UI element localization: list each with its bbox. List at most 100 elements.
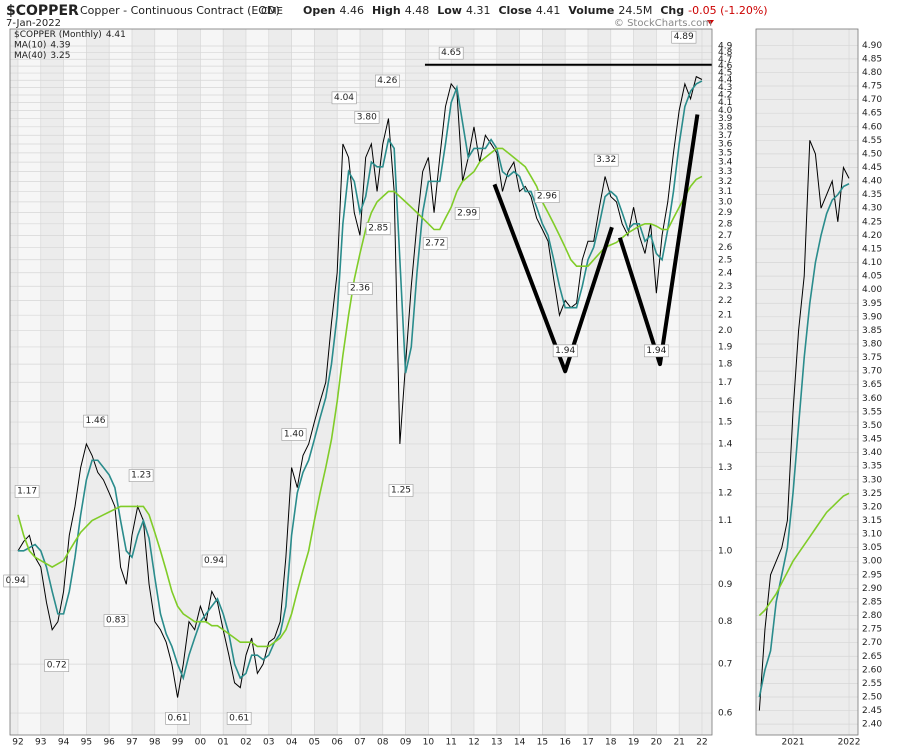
- x-tick-label: 15: [537, 738, 548, 748]
- annotation-box: [83, 414, 109, 428]
- plot-area: [10, 29, 712, 735]
- x-tick-label: 00: [195, 738, 207, 748]
- exchange: CME: [261, 6, 283, 17]
- credit: © StockCharts.com: [614, 18, 712, 29]
- x-tick-label: 04: [286, 738, 298, 748]
- x-tick-label: 94: [58, 738, 70, 748]
- price-annotation: 1.25: [391, 485, 411, 495]
- plot-area: [756, 29, 858, 735]
- x-tick-label: 95: [81, 738, 92, 748]
- price-annotation: 0.94: [6, 576, 26, 586]
- y-tick-label: 2.3: [718, 282, 732, 292]
- y-tick-label: 2.1: [718, 311, 732, 321]
- price-annotation: 2.36: [350, 284, 370, 294]
- y-tick-label: 3.00: [862, 557, 882, 567]
- y-tick-label: 3.55: [862, 407, 882, 417]
- y-tick-label: 4.9: [718, 42, 733, 52]
- y-tick-label: 3.05: [862, 543, 882, 553]
- quote-value: 24.5M: [618, 4, 652, 17]
- y-tick-label: 2.45: [862, 706, 882, 716]
- annotation-box: [375, 74, 400, 88]
- price-annotation: 4.26: [377, 76, 397, 86]
- y-tick-label: 3.35: [862, 462, 882, 472]
- legend-entry: MA(10) 4.39: [14, 40, 71, 50]
- plot-frame: [9, 28, 713, 736]
- y-tick-label: 3.30: [862, 475, 882, 485]
- x-tick-label: 2022: [838, 738, 861, 748]
- price-annotation: 2.72: [425, 238, 445, 248]
- series-line: [758, 492, 850, 617]
- annotation-box: [534, 190, 560, 203]
- trend-line: [492, 183, 614, 374]
- y-tick-label: 1.2: [718, 488, 732, 498]
- quote-label: Open: [303, 4, 336, 17]
- x-tick-label: 05: [309, 738, 320, 748]
- y-tick-label: 3.20: [862, 502, 882, 512]
- y-tick-label: 2.65: [862, 652, 882, 662]
- price-annotation: 0.83: [106, 616, 126, 626]
- price-annotation: 2.85: [368, 224, 388, 234]
- price-annotation: 2.99: [457, 208, 477, 218]
- price-annotation: 0.72: [47, 661, 67, 671]
- quote-label: High: [372, 4, 401, 17]
- y-tick-label: 3.6: [718, 139, 733, 149]
- y-tick-label: 1.3: [718, 463, 732, 473]
- y-tick-label: 3.50: [862, 421, 882, 431]
- annotation-box: [671, 30, 697, 44]
- annotation-box: [347, 282, 373, 295]
- legend-value: 3.25: [50, 51, 70, 61]
- legend-value: 4.41: [106, 30, 126, 40]
- legend-entry: MA(40) 3.25: [14, 51, 70, 61]
- y-tick-label: 2.40: [862, 720, 882, 730]
- y-tick-label: 3.5: [718, 148, 732, 158]
- series-line: [758, 140, 850, 711]
- y-tick-label: 3.60: [862, 394, 882, 404]
- y-tick-label: 3.25: [862, 489, 882, 499]
- price-annotation: 1.94: [646, 346, 666, 356]
- y-tick-label: 3.90: [862, 312, 882, 322]
- y-tick-label: 0.6: [718, 709, 733, 719]
- y-tick-label: 3.40: [862, 448, 882, 458]
- annotation-box: [128, 469, 154, 482]
- y-tick-label: 1.4: [718, 439, 733, 449]
- x-tick-label: 06: [331, 738, 343, 748]
- y-tick-label: 4.55: [862, 136, 882, 146]
- annotation-box: [14, 485, 40, 498]
- x-tick-label: 20: [651, 738, 663, 748]
- price-annotation: 3.80: [357, 112, 377, 122]
- annotation-box: [354, 110, 380, 124]
- y-tick-label: 4.60: [862, 122, 882, 132]
- y-tick-label: 4.90: [862, 41, 882, 51]
- price-annotation: 1.17: [17, 486, 37, 496]
- y-tick-label: 2.85: [862, 597, 882, 607]
- instrument-name: Copper - Continuous Contract (EOD): [80, 4, 280, 17]
- annotation-box: [422, 237, 448, 250]
- y-tick-label: 3.45: [862, 435, 882, 445]
- y-tick-label: 3.2: [718, 177, 732, 187]
- y-tick-label: 4.65: [862, 109, 882, 119]
- annotation-box: [201, 554, 227, 568]
- y-tick-label: 3.80: [862, 339, 882, 349]
- y-tick-label: 3.10: [862, 530, 882, 540]
- x-tick-label: 01: [217, 738, 228, 748]
- quote-label: Low: [437, 4, 462, 17]
- y-tick-label: 1.8: [718, 360, 733, 370]
- y-tick-label: 4.5: [718, 69, 732, 79]
- y-tick-label: 4.0: [718, 106, 733, 116]
- y-tick-label: 4.40: [862, 177, 882, 187]
- y-tick-label: 0.9: [718, 580, 733, 590]
- series-line: [17, 147, 703, 648]
- y-tick-label: 2.90: [862, 584, 882, 594]
- quote-label: Chg: [660, 4, 684, 17]
- price-annotation: 1.46: [85, 416, 105, 426]
- y-tick-label: 4.3: [718, 83, 732, 93]
- y-tick-label: 2.5: [718, 255, 732, 265]
- x-tick-label: 97: [126, 738, 137, 748]
- y-tick-label: 2.80: [862, 611, 882, 621]
- y-tick-label: 0.8: [718, 617, 733, 627]
- x-tick-label: 03: [263, 738, 274, 748]
- y-tick-label: 4.75: [862, 82, 882, 92]
- x-tick-label: 19: [628, 738, 640, 748]
- y-tick-label: 1.5: [718, 418, 732, 428]
